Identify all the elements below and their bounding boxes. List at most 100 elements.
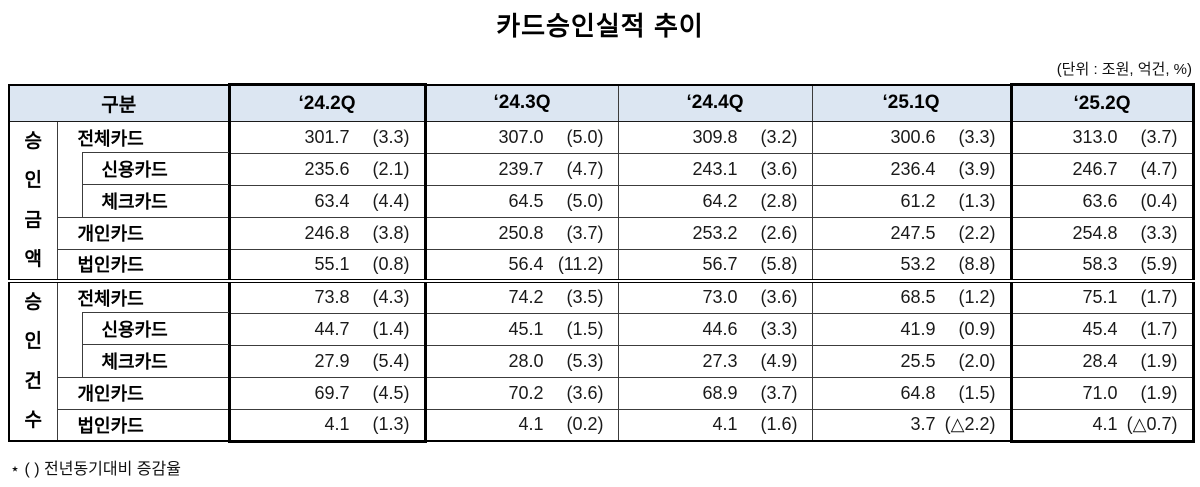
group-label-char: 인 [24,331,42,353]
value-growth-rate: (△2.2) [944,414,996,435]
table-row: 신용카드 44.7 (1.4) 45.1 (1.5) 44.6 (3.3) 41.9 (0.9)… [9,312,1195,346]
value-growth-rate: (0.4) [1140,190,1178,211]
value-cell: 44.7 (1.4) [227,312,427,346]
value-growth-rate: (5.9) [1140,253,1178,274]
value-growth-rate: (△0.7) [1126,414,1178,434]
value-cell: 235.6 (2.1) [227,152,427,186]
value-growth-rate: (3.3) [760,318,798,339]
value-number: 41.9 [900,318,936,339]
value-cell: 28.0 (5.3) [424,344,619,378]
value-cell: 63.4 (4.4) [227,184,427,218]
value-growth-rate: (1.9) [1140,350,1178,371]
value-cell: 58.3 (5.9) [1009,248,1195,282]
value-cell: 3.7 (△2.2) [811,408,1012,442]
value-growth-rate: (0.8) [372,253,410,274]
value-cell: 64.8 (1.5) [811,376,1012,410]
value-number: 44.7 [314,318,350,339]
value-cell: 253.2 (2.6) [617,216,813,250]
column-header-category: 구분 [8,84,230,122]
value-cell: 41.9 (0.9) [811,312,1012,346]
row-label-cell: 전체카드 [56,279,230,314]
value-growth-rate: (3.2) [760,126,798,147]
value-number: 27.9 [314,350,350,371]
value-cell: 28.4 (1.9) [1009,344,1195,378]
value-cell: 73.0 (3.6) [617,279,813,314]
value-growth-rate: (1.2) [958,287,996,308]
value-number: 75.1 [1082,287,1118,308]
value-number: 73.8 [314,287,350,308]
value-cell: 254.8 (3.3) [1009,216,1195,250]
value-growth-rate: (1.5) [958,382,996,403]
row-label-cell: 법인카드 [56,248,230,282]
value-cell: 4.1 (1.3) [227,408,427,443]
value-cell: 247.5 (2.2) [811,216,1012,250]
value-growth-rate: (1.7) [1140,287,1178,308]
value-growth-rate: (1.5) [566,318,604,339]
row-label-cell: 신용카드 [56,152,230,187]
group-label-char: 승 [24,131,42,153]
value-cell: 243.1 (3.6) [617,152,813,186]
value-growth-rate: (3.9) [958,158,996,179]
value-number: 300.6 [890,126,936,147]
value-cell: 27.3 (4.9) [617,344,813,378]
value-growth-rate: (3.3) [1140,222,1178,243]
value-growth-rate: (11.2) [557,253,604,274]
value-growth-rate: (2.0) [958,350,996,371]
table-row: 체크카드 63.4 (4.4) 64.5 (5.0) 64.2 (2.8) 61.2 (1.3)… [9,184,1195,218]
value-growth-rate: (8.8) [958,253,996,274]
value-growth-rate: (5.0) [566,126,604,147]
value-number: 235.6 [304,158,350,179]
value-cell: 74.2 (3.5) [424,279,619,314]
value-growth-rate: (3.7) [760,382,798,403]
value-number: 64.8 [900,382,936,403]
value-growth-rate: (3.5) [566,287,604,308]
row-label: 개인카드 [77,224,144,245]
value-cell: 70.2 (3.6) [424,376,619,410]
value-number: 301.7 [304,126,350,147]
row-label: 신용카드 [101,160,168,181]
table-row: 개인카드 69.7 (4.5) 70.2 (3.6) 68.9 (3.7) 64.8 (1.5)… [9,376,1195,410]
value-growth-rate: (2.1) [372,158,410,179]
column-header-24-4q: ‘24.4Q [617,84,813,122]
value-number: 3.7 [910,414,936,435]
value-growth-rate: (3.7) [566,222,604,243]
row-label: 법인카드 [77,415,144,436]
unit-note: (단위 : 조원, 억건, %) [1056,61,1192,78]
table-row: 법인카드 55.1 (0.8) 56.4 (11.2) 56.7 (5.8) 53.2 (8.8… [9,248,1195,282]
value-number: 239.7 [498,158,544,179]
value-cell: 53.2 (8.8) [811,248,1012,282]
value-growth-rate: (1.3) [958,190,996,211]
table-row: 승 인 건 수 전체카드 73.8 (4.3) 74.2 (3.5) 73.0 (3.6) 68.5 (… [8,279,1195,442]
value-growth-rate: (5.0) [566,190,604,211]
value-number: 63.4 [314,190,350,211]
row-label-cell: 체크카드 [56,344,230,378]
value-cell: 27.9 (5.4) [227,344,427,378]
group-label-char: 인 [24,170,42,192]
value-cell: 307.0 (5.0) [424,121,619,154]
value-cell: 55.1 (0.8) [227,248,427,282]
value-number: 44.6 [702,318,738,339]
table-row: 체크카드 27.9 (5.4) 28.0 (5.3) 27.3 (4.9) 25.5 (2.0)… [9,344,1195,378]
value-number: 236.4 [890,158,936,179]
column-header-24-3q: ‘24.3Q [424,84,619,122]
value-number: 27.3 [702,350,738,371]
row-label-cell: 전체카드 [56,121,230,154]
value-growth-rate: (2.6) [760,222,798,243]
value-cell: 75.1 (1.7) [1009,279,1195,314]
value-cell: 4.1 (△0.7) [1009,408,1195,443]
value-cell: 4.1 (0.2) [424,408,619,442]
value-cell: 61.2 (1.3) [811,184,1012,218]
value-growth-rate: (3.6) [760,158,798,179]
group-label-char: 금 [24,209,42,231]
value-growth-rate: (0.9) [958,318,996,339]
value-number: 243.1 [692,158,738,179]
value-number: 56.7 [702,253,738,274]
value-cell: 63.6 (0.4) [1009,184,1195,218]
value-number: 309.8 [692,126,738,147]
row-label: 전체카드 [77,289,144,309]
value-number: 71.0 [1082,382,1118,403]
